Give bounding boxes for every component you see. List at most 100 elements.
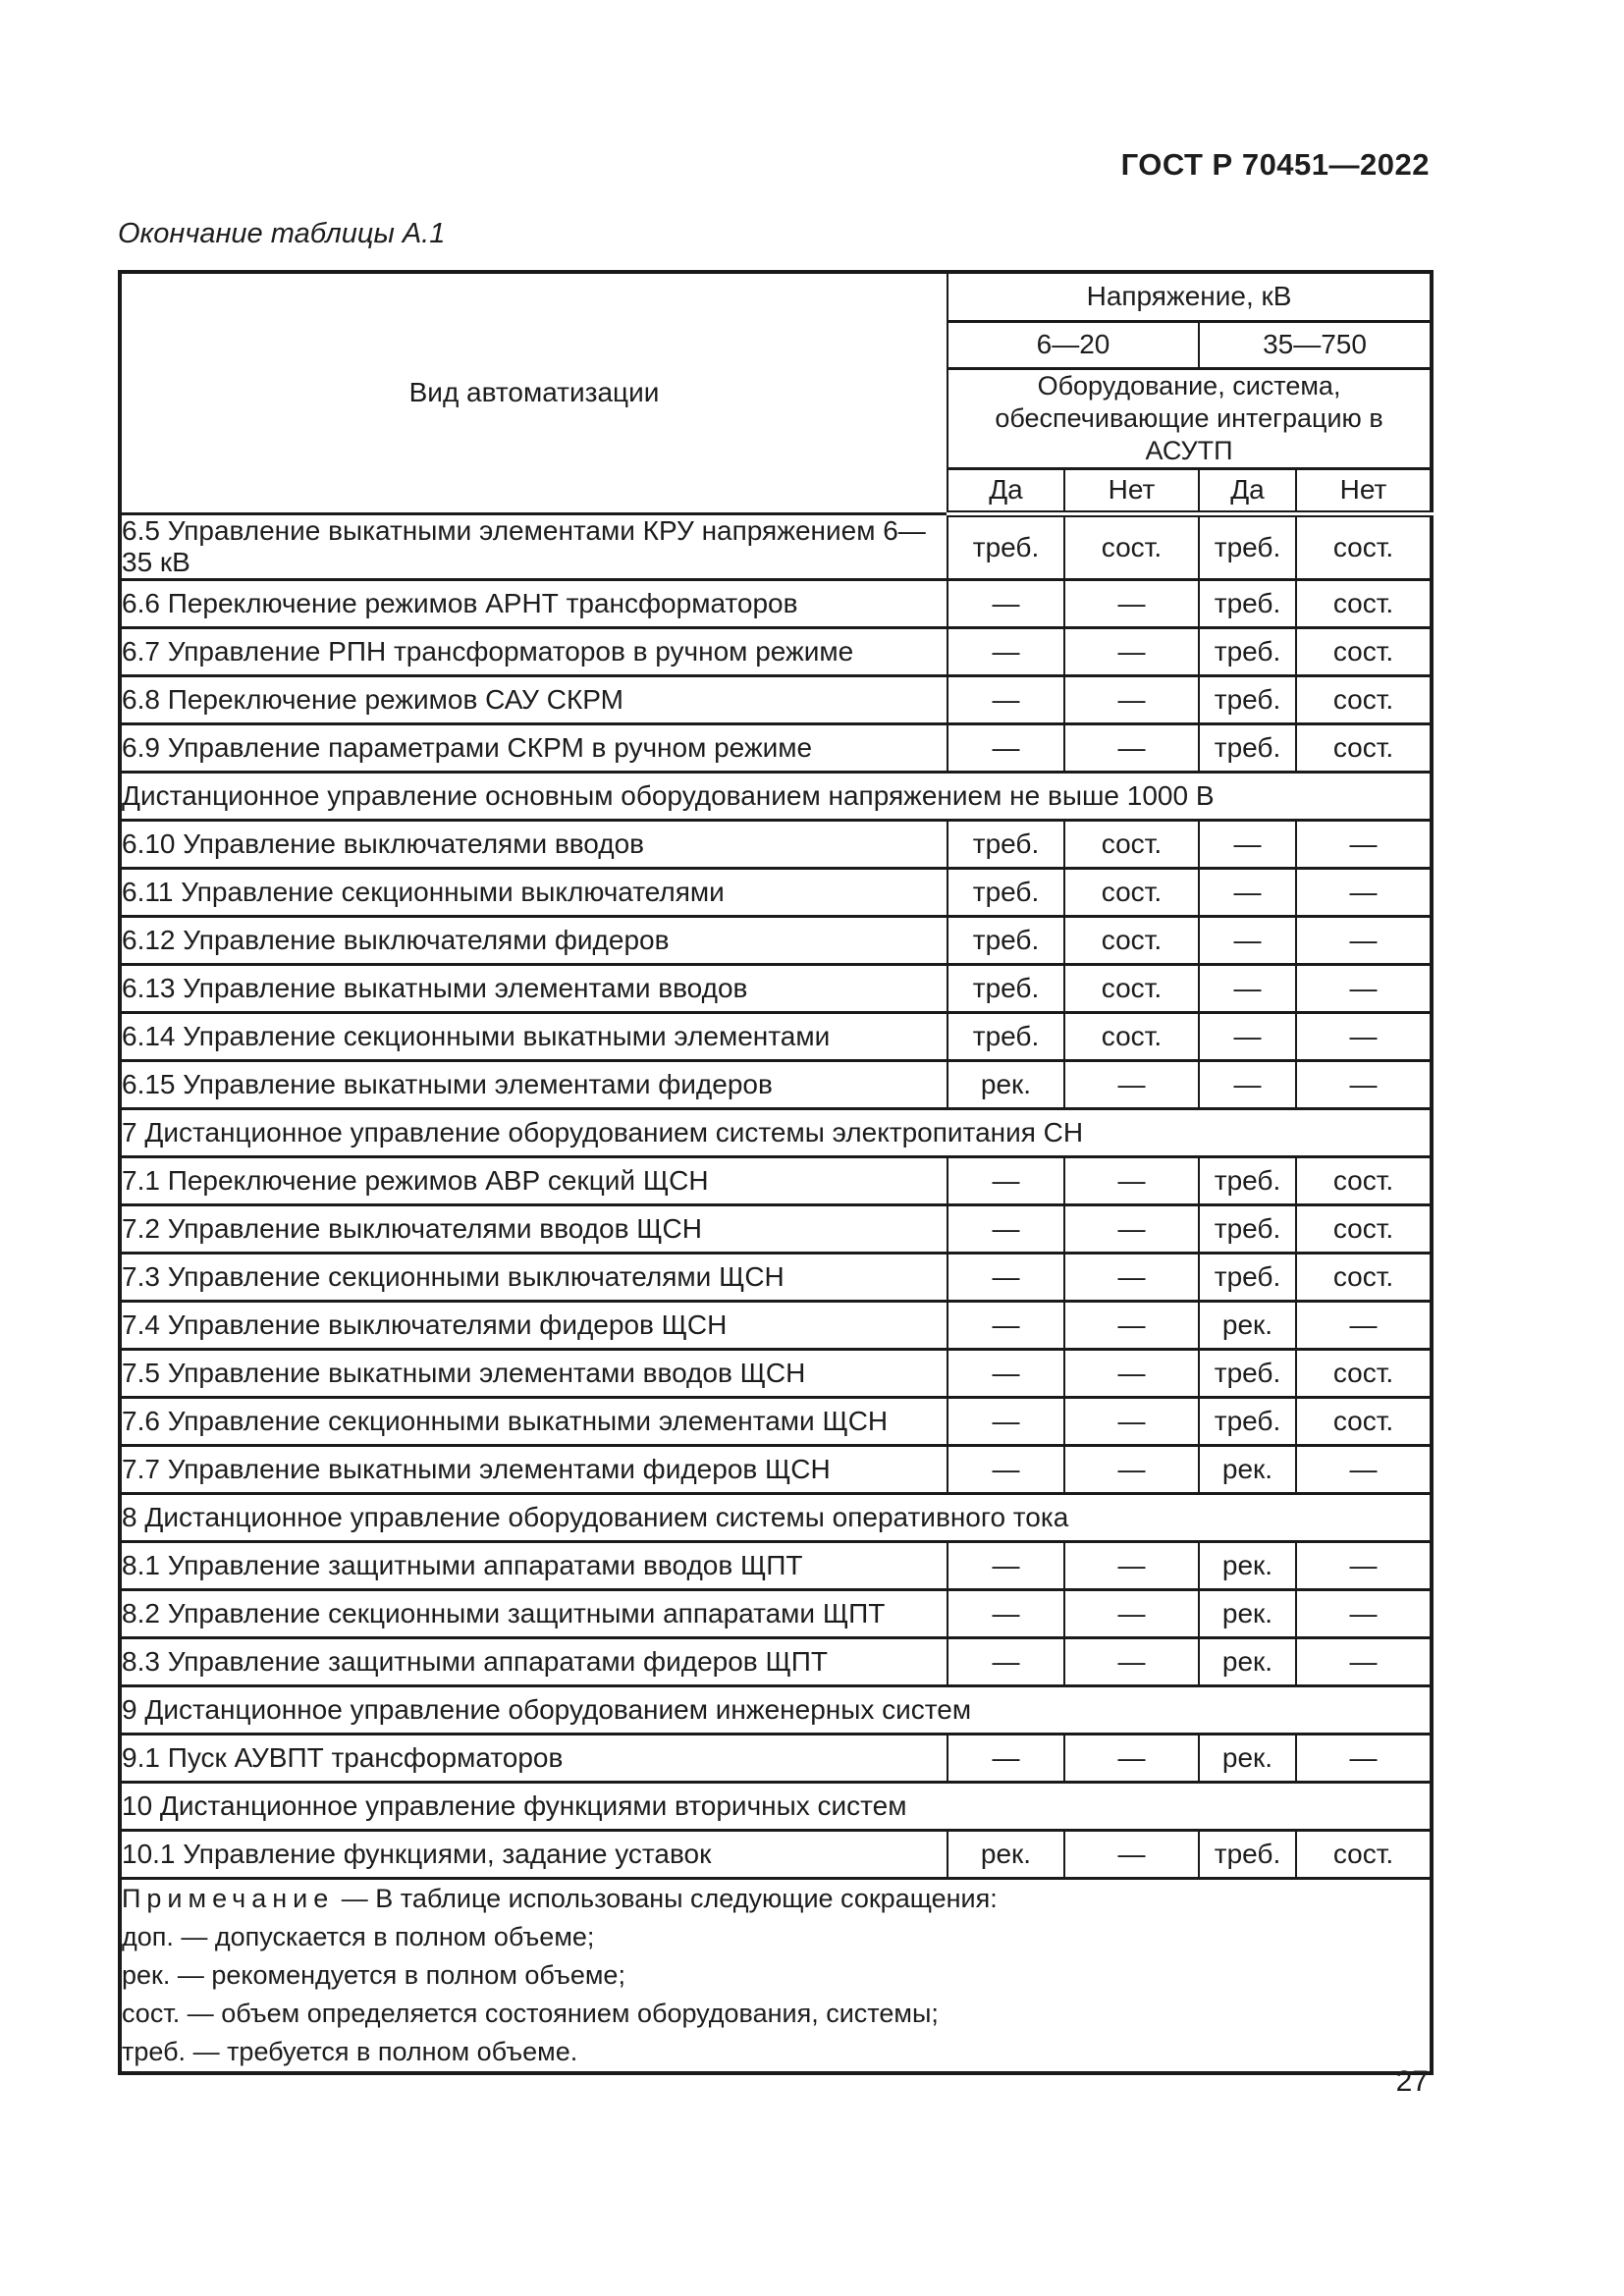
row-value: рек. [1198,1539,1297,1591]
row-value: треб. [947,962,1065,1014]
row-label: 6.5 Управление выкатными элементами КРУ … [119,511,948,581]
row-label: 6.6 Переключение режимов АРНТ трансформа… [119,577,948,629]
row-value: сост. [1063,511,1200,581]
row-value: — [1294,1443,1434,1495]
row-value: треб. [947,1010,1065,1062]
row-value: — [947,625,1065,677]
row-value: — [947,1347,1065,1399]
row-value: — [1294,818,1434,870]
section-row: 9 Дистанционное управление оборудованием… [118,1683,1434,1735]
note-line: сост. — объем определяется состоянием об… [122,1998,939,2028]
row-value: — [947,1202,1065,1255]
header-integration: Оборудование, система, обеспечивающие ин… [946,366,1434,470]
row-value: — [1063,1395,1200,1447]
section-label: 9 Дистанционное управление оборудованием… [118,1683,1434,1735]
table-row: 6.11 Управление секционными выключателям… [119,866,1434,918]
row-value: сост. [1294,625,1434,677]
row-value: — [1063,1058,1200,1110]
table-row: 7.2 Управление выключателями вводов ЩСН —… [119,1202,1434,1255]
section-row: 10 Дистанционное управление функциями вт… [118,1780,1434,1832]
row-value: сост. [1294,1251,1434,1303]
row-value: — [1063,1732,1200,1784]
header-row-yes-no: Да Нет Да Нет [120,466,1434,517]
row-value: — [1294,1010,1434,1062]
row-value: — [1294,1058,1434,1110]
row-value: треб. [1198,1251,1297,1303]
row-value: — [1198,914,1297,966]
row-value: — [1063,1347,1200,1399]
row-label: 10.1 Управление функциями, задание устав… [119,1828,948,1880]
section-label: 8 Дистанционное управление оборудованием… [118,1491,1434,1543]
row-value: — [1294,1587,1434,1639]
row-value: сост. [1294,1202,1434,1255]
section-label: 10 Дистанционное управление функциями вт… [118,1780,1434,1832]
table-caption: Окончание таблицы А.1 [118,218,446,249]
table-row: 9.1 Пуск АУВПТ трансформаторов — — рек. — [119,1732,1434,1784]
row-value: треб. [1198,1395,1297,1447]
table-row: 8.1 Управление защитными аппаратами ввод… [119,1539,1434,1591]
row-value: — [1063,625,1200,677]
table-row: 6.7 Управление РПН трансформаторов в руч… [119,625,1434,677]
section-row: 7 Дистанционное управление оборудованием… [118,1106,1434,1158]
row-value: сост. [1294,1828,1434,1880]
section-label: Дистанционное управление основным оборуд… [118,770,1434,822]
table-row: 7.4 Управление выключателями фидеров ЩСН… [119,1299,1434,1351]
note-intro: Примечание — В таблице использованы след… [122,1881,1430,1918]
row-value: сост. [1294,673,1434,725]
row-value: — [947,1395,1065,1447]
table-row: 7.3 Управление секционными выключателями… [119,1251,1434,1303]
row-value: — [1294,962,1434,1014]
row-value: — [1063,1299,1200,1351]
row-label: 8.1 Управление защитными аппаратами ввод… [119,1539,948,1591]
row-value: рек. [947,1058,1065,1110]
row-value: сост. [1294,721,1434,774]
table-row: 6.14 Управление секционными выкатными эл… [119,1010,1434,1062]
row-value: рек. [1198,1299,1297,1351]
row-value: сост. [1294,577,1434,629]
row-value: сост. [1294,511,1434,581]
header-no-low: Нет [1063,466,1200,517]
row-value: — [1063,1443,1200,1495]
row-value: — [1063,1635,1200,1687]
row-label: 7.3 Управление секционными выключателями… [119,1251,948,1303]
table-footer: Примечание — В таблице использованы след… [118,1876,1434,2074]
row-value: — [1294,1635,1434,1687]
row-value: сост. [1294,1395,1434,1447]
row-value: — [1063,721,1200,774]
row-value: сост. [1063,866,1200,918]
row-value: рек. [1198,1732,1297,1784]
row-value: — [1063,673,1200,725]
row-value: — [947,1635,1065,1687]
row-value: — [1294,1299,1434,1351]
table-body: 6.5 Управление выкатными элементами КРУ … [118,511,1434,1880]
standard-reference: ГОСТ Р 70451—2022 [1120,147,1430,182]
table-row: 6.8 Переключение режимов САУ СКРМ — — треб.… [119,673,1434,725]
row-value: треб. [947,511,1065,581]
row-label: 6.9 Управление параметрами СКРМ в ручном… [119,721,948,774]
row-value: сост. [1063,1010,1200,1062]
row-value: — [947,1154,1065,1206]
note-line: рек. — рекомендуется в полном объеме; [122,1959,625,1990]
row-label: 8.3 Управление защитными аппаратами фиде… [119,1635,948,1687]
row-value: — [1198,962,1297,1014]
header-kind-of-automation: Вид автоматизации [119,270,948,515]
row-value: — [1198,866,1297,918]
table-row: 6.12 Управление выключателями фидеров тре… [119,914,1434,966]
header-yes-high: Да [1198,466,1297,517]
row-label: 7.2 Управление выключателями вводов ЩСН [119,1202,948,1255]
row-value: — [1294,1732,1434,1784]
row-label: 6.12 Управление выключателями фидеров [119,914,948,966]
table-row: 8.3 Управление защитными аппаратами фиде… [119,1635,1434,1687]
row-value: — [947,1251,1065,1303]
note-row: Примечание — В таблице использованы след… [118,1876,1434,2074]
table-row: 6.13 Управление выкатными элементами вво… [119,962,1434,1014]
row-value: — [1198,1010,1297,1062]
row-value: — [947,1539,1065,1591]
row-value: — [1063,1587,1200,1639]
table-row: 6.15 Управление выкатными элементами фид… [119,1058,1434,1110]
row-value: — [1198,1058,1297,1110]
note-intro-word: Примечание [122,1883,335,1913]
row-value: рек. [1198,1635,1297,1687]
row-label: 7.5 Управление выкатными элементами ввод… [119,1347,948,1399]
